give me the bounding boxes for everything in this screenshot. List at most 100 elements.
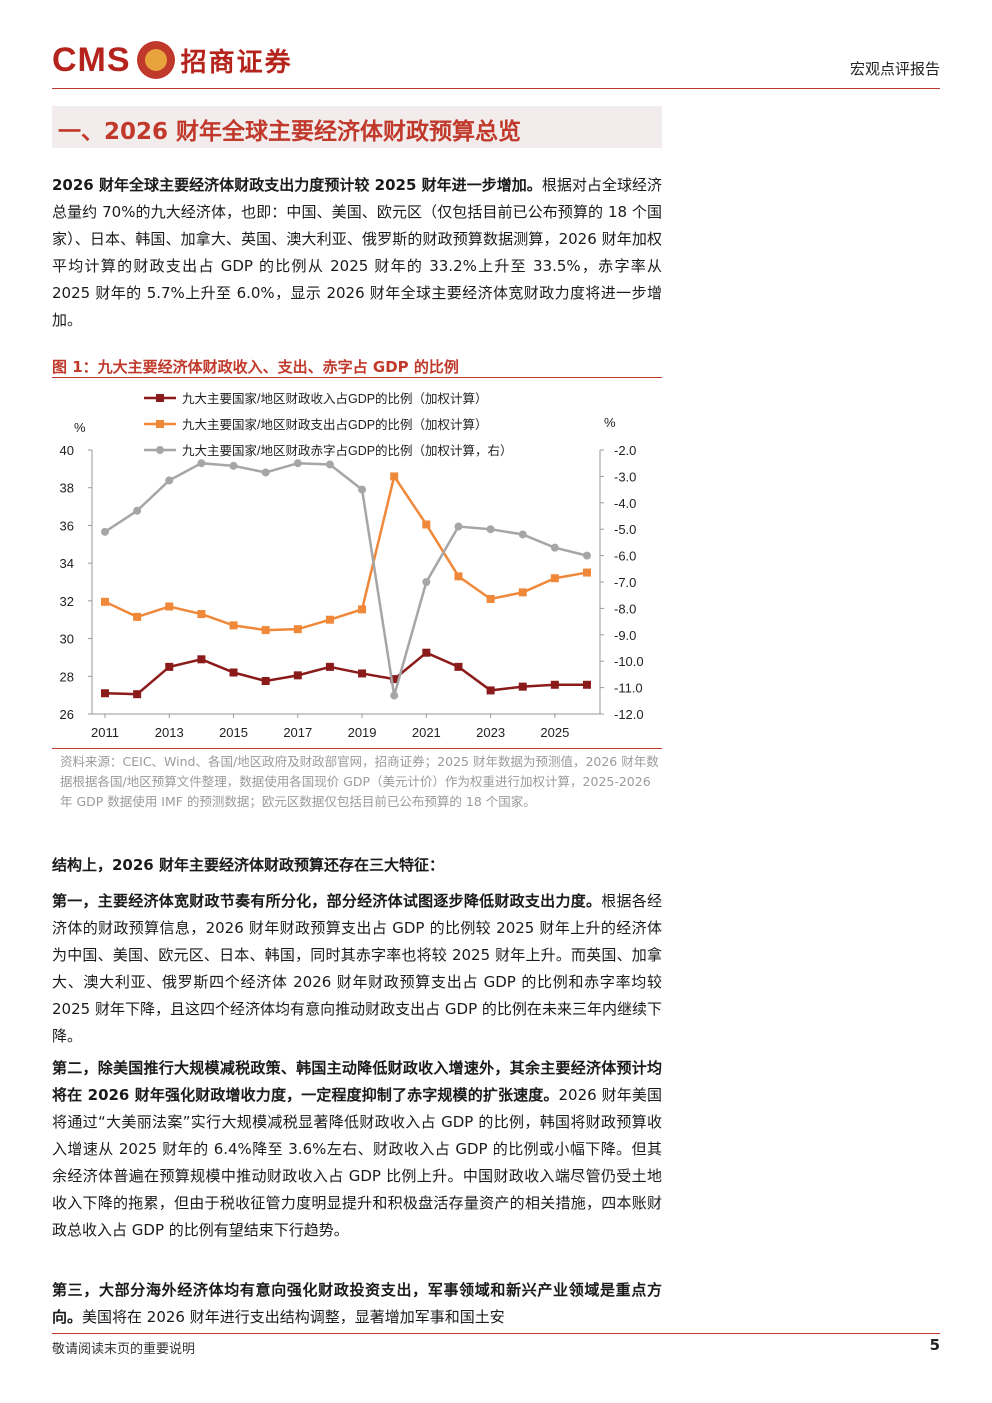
right-tick-label: -7.0	[614, 575, 636, 590]
structure-intro: 结构上，2026 财年主要经济体财政预算还存在三大特征：	[52, 856, 444, 874]
point-2-paragraph: 第二，除美国推行大规模减税政策、韩国主动降低财政收入增速外，其余主要经济体预计均…	[52, 1055, 662, 1244]
series-3-point	[486, 525, 495, 534]
series-2-point	[229, 621, 238, 630]
left-axis-unit: %	[74, 420, 86, 435]
page-number: 5	[929, 1336, 940, 1354]
point-2-text: 2026 财年美国将通过“大美丽法案”实行大规模减税显著降低财政收入占 GDP …	[52, 1086, 662, 1239]
point-3-text: 美国将在 2026 财年进行支出结构调整，显著增加军事和国土安	[82, 1308, 505, 1326]
logo-emblem-icon	[136, 41, 175, 79]
series-3-point	[229, 461, 238, 470]
series-2-point	[197, 610, 206, 619]
series-1-point	[422, 648, 431, 657]
intro-text: 根据对占全球经济总量约 70%的九大经济体，也即：中国、美国、欧元区（仅包括目前…	[52, 176, 662, 329]
series-2-point	[390, 472, 399, 481]
point-1-bold: 第一，主要经济体宽财政节奏有所分化，部分经济体试图逐步降低财政支出力度。	[52, 892, 602, 910]
legend-swatch-marker-1	[156, 394, 164, 402]
series-1-point	[550, 680, 559, 689]
left-tick-label: 30	[60, 632, 74, 647]
series-3-point	[325, 460, 334, 469]
left-tick-label: 32	[60, 594, 74, 609]
series-3-point	[197, 459, 206, 468]
right-tick-label: -6.0	[614, 549, 636, 564]
series-1-point	[325, 662, 334, 671]
page-header: CMS 招商证券 宏观点评报告	[52, 36, 940, 88]
series-1-point	[486, 686, 495, 695]
footer-disclaimer: 敬请阅读末页的重要说明	[52, 1342, 196, 1357]
point-3-bold: 第三，大部分海外经济体均有意向强化财政投资支出，军事领域和新兴产业领域是重点方向…	[52, 1281, 662, 1326]
series-3-point	[358, 485, 367, 494]
series-3-point	[583, 551, 591, 560]
report-type: 宏观点评报告	[849, 60, 940, 78]
series-2-point	[293, 625, 302, 634]
series-2-point	[422, 520, 431, 529]
footer-divider	[52, 1333, 940, 1334]
legend-swatch-marker-3	[156, 446, 164, 454]
right-tick-label: -4.0	[614, 496, 636, 511]
series-3-point	[165, 476, 174, 485]
series-3-point	[101, 527, 109, 536]
series-3-point	[133, 506, 142, 515]
x-tick-label: 2021	[412, 725, 441, 740]
right-tick-label: -12.0	[614, 707, 644, 722]
point-1-text: 根据各经济体的财政预算信息，2026 财年财政预算支出占 GDP 的比例较 20…	[52, 892, 662, 1045]
series-line-1	[104, 651, 587, 696]
series-2-point	[454, 572, 463, 581]
left-tick-label: 26	[60, 707, 74, 722]
series-line-3	[104, 461, 588, 696]
series-1-point	[229, 668, 238, 677]
x-tick-label: 2011	[91, 725, 119, 740]
x-tick-label: 2013	[155, 725, 184, 740]
point-1-paragraph: 第一，主要经济体宽财政节奏有所分化，部分经济体试图逐步降低财政支出力度。根据各经…	[52, 888, 662, 1050]
series-1-point	[583, 680, 591, 689]
series-2-point	[583, 568, 591, 577]
series-2-point	[101, 597, 109, 606]
right-tick-label: -8.0	[614, 601, 636, 616]
figure-bottom-rule	[52, 748, 662, 749]
series-1-point	[133, 690, 142, 699]
brand-logo: CMS 招商证券	[52, 40, 293, 80]
right-tick-label: -11.0	[614, 681, 643, 696]
series-2-point	[358, 605, 367, 614]
series-1-point	[197, 655, 206, 664]
section-title: 一、2026 财年全球主要经济体财政预算总览	[58, 119, 522, 145]
right-tick-label: -5.0	[614, 522, 636, 537]
legend-label-1: 九大主要国家/地区财政收入占GDP的比例（加权计算）	[182, 391, 488, 406]
logo-cn-text: 招商证券	[180, 47, 293, 78]
section-title-box: 一、2026 财年全球主要经济体财政预算总览	[52, 106, 662, 148]
series-2-point	[261, 626, 270, 635]
series-2-point	[165, 602, 174, 611]
figure-title: 图 1：九大主要经济体财政收入、支出、赤字占 GDP 的比例	[52, 358, 459, 376]
left-tick-label: 38	[60, 481, 74, 496]
series-2-point	[550, 574, 559, 583]
series-3-point	[422, 578, 431, 586]
series-3-point	[454, 522, 463, 531]
right-tick-label: -3.0	[614, 469, 636, 484]
series-1-point	[261, 677, 270, 685]
right-tick-label: -2.0	[614, 443, 636, 458]
series-2-point	[486, 594, 495, 603]
x-tick-label: 2017	[283, 725, 312, 740]
series-1-point	[390, 675, 399, 684]
figure-source: 资料来源：CEIC、Wind、各国/地区政府及财政部官网，招商证券；2025 财…	[60, 754, 659, 809]
x-tick-label: 2019	[348, 725, 377, 740]
legend-label-2: 九大主要国家/地区财政支出占GDP的比例（加权计算）	[182, 417, 488, 432]
series-1-point	[454, 662, 463, 671]
figure-top-rule	[52, 377, 662, 378]
header-divider	[52, 88, 940, 89]
left-tick-label: 28	[60, 669, 74, 684]
left-tick-label: 40	[60, 443, 74, 458]
fiscal-ratio-chart: 26 28 30 32 34 36 38 40 -12.0 -11.0 -10.0 -9.0 -8.0 -…	[60, 391, 644, 740]
x-tick-label: 2015	[219, 725, 248, 740]
series-3-point	[261, 468, 270, 477]
right-tick-label: -9.0	[614, 628, 636, 643]
series-1-point	[101, 689, 109, 698]
right-tick-label: -10.0	[614, 654, 644, 669]
series-3-point	[550, 543, 559, 552]
series-1-point	[358, 669, 367, 678]
series-3-point	[293, 459, 302, 468]
intro-paragraph: 2026 财年全球主要经济体财政支出力度预计较 2025 财年进一步增加。根据对…	[52, 172, 662, 334]
series-2-point	[325, 615, 334, 624]
series-2-point	[518, 588, 527, 597]
logo-text: CMS	[52, 40, 131, 79]
series-3-point	[518, 530, 527, 539]
